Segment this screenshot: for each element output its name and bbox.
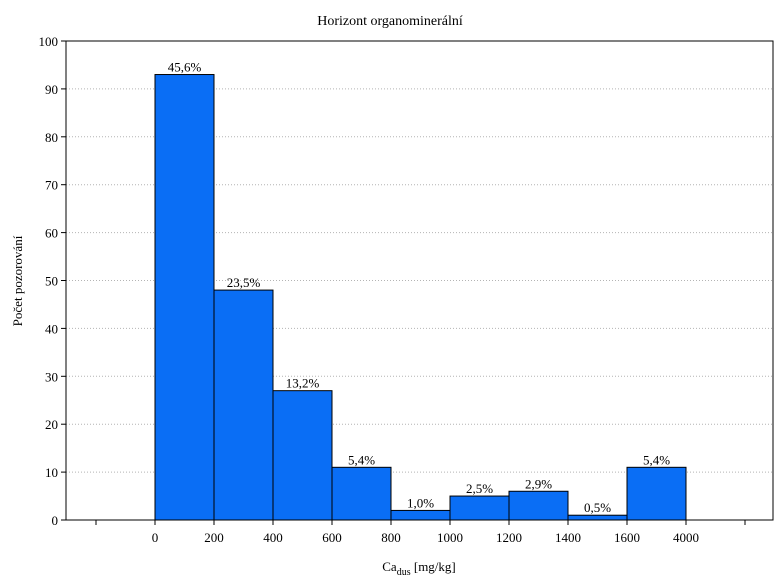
data-labels: 45,6% 23,5% 13,2% 5,4% 1,0% 2,5% 2,9% 0,5% 5,4% (168, 60, 671, 516)
y-tick-label: 0 (52, 513, 59, 528)
x-axis-label-main: Ca (382, 559, 397, 574)
y-tick-label: 80 (45, 130, 58, 145)
bar (213, 289, 274, 521)
y-tick-label: 50 (45, 274, 58, 289)
x-axis-label: Cadus [mg/kg] (382, 559, 456, 578)
x-tick-label: 0 (152, 530, 159, 545)
x-tick-label: 1000 (437, 530, 463, 545)
bar (272, 390, 333, 521)
bar-data-label: 0,5% (584, 500, 611, 515)
x-axis: 0 200 400 600 800 1000 1200 1400 1600 4000 (95, 520, 746, 545)
x-tick-label: 1400 (555, 530, 581, 545)
y-tick-label: 60 (45, 226, 58, 241)
bar-data-label: 5,4% (643, 452, 670, 467)
bar-data-label: 45,6% (168, 60, 202, 75)
bar (567, 514, 628, 521)
x-tick-label: 4000 (673, 530, 699, 545)
y-tick-label: 10 (45, 465, 58, 480)
x-axis-label-unit: [mg/kg] (411, 559, 456, 574)
y-tick-label: 90 (45, 82, 58, 97)
x-tick-label: 400 (263, 530, 283, 545)
bar-data-label: 23,5% (227, 275, 261, 290)
y-tick-label: 30 (45, 369, 58, 384)
x-tick-label: 1600 (614, 530, 640, 545)
y-tick-label: 20 (45, 417, 58, 432)
x-tick-label: 600 (322, 530, 342, 545)
bar (331, 466, 392, 521)
x-tick-label: 800 (381, 530, 401, 545)
y-axis: 0 10 20 30 40 50 60 70 80 90 100 (39, 34, 66, 528)
bar (449, 495, 510, 521)
chart-title: Horizont organominerální (317, 14, 463, 29)
bar (508, 490, 569, 521)
y-tick-label: 100 (39, 34, 59, 49)
x-axis-label-subscript: dus (397, 567, 411, 578)
bar-data-label: 1,0% (407, 495, 434, 510)
bar-data-label: 2,5% (466, 481, 493, 496)
y-tick-label: 70 (45, 178, 58, 193)
x-tick-label: 1200 (496, 530, 522, 545)
bar-data-label: 5,4% (348, 452, 375, 467)
bar-data-label: 13,2% (286, 376, 320, 391)
bar (626, 466, 687, 521)
bar (390, 509, 451, 521)
y-tick-label: 40 (45, 321, 58, 336)
y-axis-label: Počet pozorování (10, 235, 25, 326)
bars (154, 74, 687, 521)
x-tick-label: 200 (204, 530, 224, 545)
bar (154, 74, 215, 521)
bar-data-label: 2,9% (525, 476, 552, 491)
